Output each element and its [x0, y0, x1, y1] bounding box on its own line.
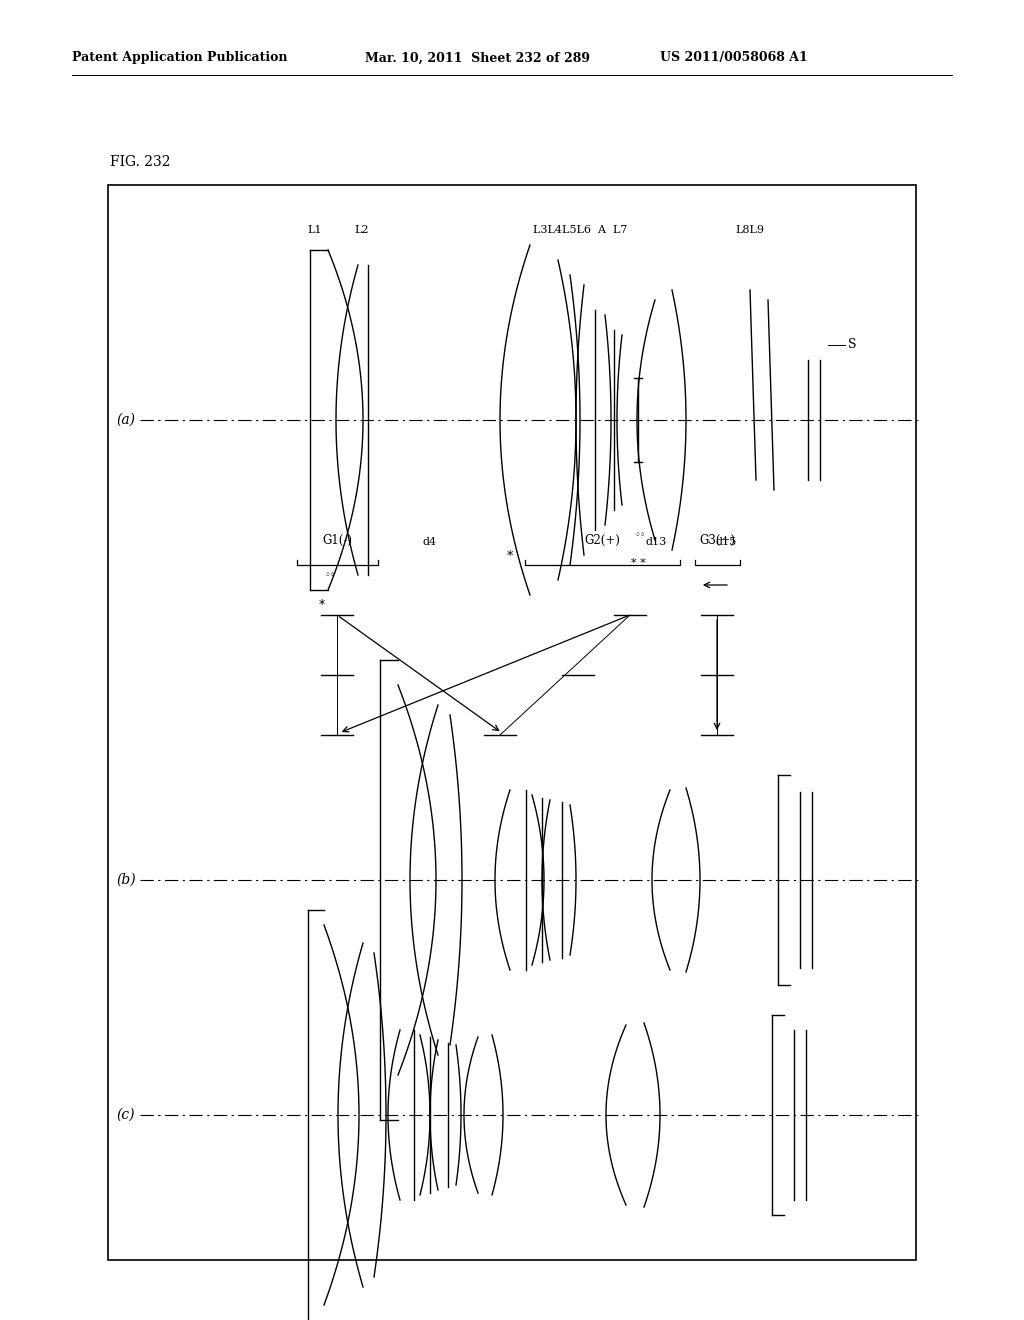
- Text: G2(+): G2(+): [584, 535, 620, 546]
- Text: Patent Application Publication: Patent Application Publication: [72, 51, 288, 65]
- Bar: [108, 185, 916, 1261]
- Text: US 2011/0058068 A1: US 2011/0058068 A1: [660, 51, 808, 65]
- Text: (b): (b): [116, 873, 135, 887]
- Text: (a): (a): [116, 413, 135, 426]
- Text: ◦◦: ◦◦: [325, 570, 336, 579]
- Text: d13: d13: [645, 537, 667, 546]
- Text: Mar. 10, 2011  Sheet 232 of 289: Mar. 10, 2011 Sheet 232 of 289: [365, 51, 590, 65]
- Text: (c): (c): [116, 1107, 134, 1122]
- Text: L2: L2: [354, 224, 370, 235]
- Text: G3(+): G3(+): [699, 535, 735, 546]
- Text: *: *: [318, 598, 326, 611]
- Text: * *: * *: [631, 558, 645, 568]
- Text: ◦◦: ◦◦: [634, 531, 646, 540]
- Text: S: S: [848, 338, 856, 351]
- Text: d4: d4: [423, 537, 437, 546]
- Text: L3L4L5L6  A  L7: L3L4L5L6 A L7: [532, 224, 627, 235]
- Text: FIG. 232: FIG. 232: [110, 154, 171, 169]
- Text: d15: d15: [716, 537, 736, 546]
- Text: L8L9: L8L9: [735, 224, 765, 235]
- Text: *: *: [507, 550, 513, 564]
- Text: G1(-): G1(-): [322, 535, 352, 546]
- Text: L1: L1: [308, 224, 323, 235]
